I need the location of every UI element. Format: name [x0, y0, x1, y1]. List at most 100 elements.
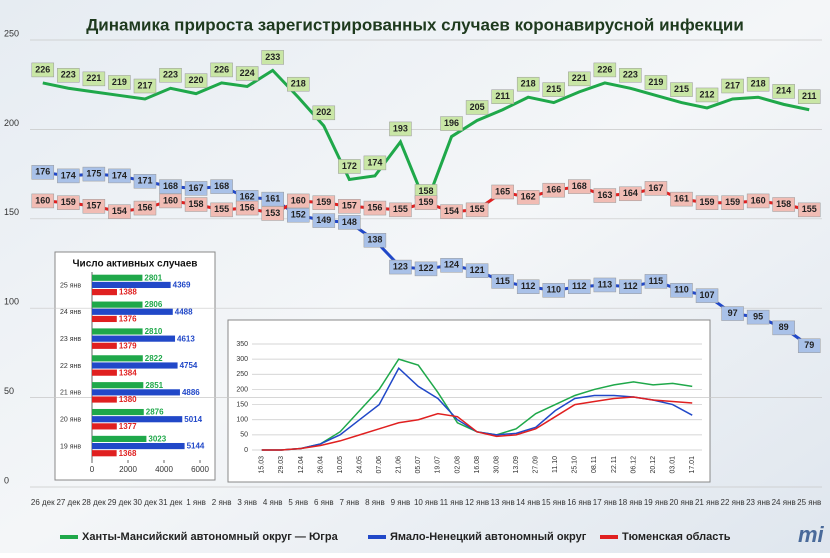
value-label: 226 [597, 64, 612, 74]
value-label-bg [363, 200, 387, 216]
value-label-bg [159, 68, 182, 83]
value-label: 162 [240, 192, 255, 202]
x-tick-label: 9 янв [391, 498, 411, 507]
value-label: 226 [35, 64, 50, 74]
x-tick-label: 29 дек [108, 498, 132, 507]
value-label: 1388 [119, 288, 137, 297]
value-label: 175 [86, 168, 101, 178]
y-tick-label: 150 [236, 401, 248, 408]
value-label: 218 [751, 79, 766, 89]
x-tick-label: 26 дек [31, 498, 55, 507]
value-label: 165 [495, 186, 510, 196]
value-label-bg [619, 279, 642, 294]
value-label-bg [619, 186, 642, 202]
y-tick-label: 24 янв [60, 309, 81, 316]
value-label-bg [312, 195, 336, 210]
value-label-bg [389, 121, 412, 137]
value-label: 154 [112, 206, 127, 216]
x-tick-label: 30.08 [493, 456, 500, 474]
value-label-bg [491, 89, 514, 104]
y-tick-label: 0 [4, 475, 9, 485]
x-tick-label: 03.01 [669, 456, 676, 474]
x-tick-label: 2000 [119, 465, 137, 474]
value-label: 113 [598, 279, 613, 289]
value-label-bg [82, 166, 106, 182]
value-label-bg [261, 50, 284, 65]
value-label-bg [159, 179, 182, 194]
value-label: 1384 [119, 368, 137, 377]
x-tick-label: 29.03 [278, 456, 285, 474]
value-label: 123 [393, 261, 408, 271]
x-tick-label: 06.12 [630, 456, 637, 474]
value-label-bg [133, 174, 157, 189]
bar [92, 308, 173, 315]
x-tick-label: 11 янв [440, 498, 464, 507]
bar [92, 369, 117, 376]
value-label: 2876 [146, 408, 164, 417]
x-tick-label: 12.04 [298, 456, 305, 474]
value-label: 164 [623, 188, 638, 198]
value-label: 211 [802, 91, 817, 101]
value-label: 138 [367, 235, 382, 245]
value-label-bg [389, 202, 412, 218]
value-label-bg [184, 181, 208, 196]
value-label: 1377 [119, 422, 137, 431]
value-label: 174 [112, 170, 127, 180]
value-label-bg [235, 66, 259, 81]
value-label-bg [695, 87, 719, 103]
value-label-bg [491, 274, 514, 289]
x-tick-label: 31 дек [159, 498, 183, 507]
x-tick-label: 27 дек [56, 498, 80, 507]
value-label: 110 [546, 285, 561, 295]
value-label-bg [210, 202, 233, 218]
value-label: 159 [316, 197, 331, 207]
bar [92, 335, 176, 342]
value-label-bg [644, 181, 668, 196]
value-label: 1368 [119, 449, 137, 458]
logo: mi [798, 522, 825, 547]
bar [92, 416, 183, 423]
x-tick-label: 14 янв [516, 498, 540, 507]
value-label-bg [414, 195, 438, 210]
value-label-bg [184, 73, 208, 88]
bar [92, 396, 117, 403]
x-tick-label: 24 янв [772, 498, 796, 507]
value-label-bg [82, 199, 106, 214]
x-tick-label: 08.11 [591, 456, 598, 473]
value-label-bg [593, 62, 617, 78]
x-tick-label: 5 янв [288, 498, 308, 507]
bar [92, 281, 171, 289]
value-label-bg [235, 200, 259, 216]
bar [92, 362, 178, 369]
bar [92, 315, 117, 323]
value-label: 163 [597, 190, 612, 200]
x-tick-label: 3 янв [237, 498, 257, 507]
value-label: 89 [779, 322, 789, 332]
value-label: 168 [572, 181, 587, 191]
value-label-bg [312, 105, 336, 121]
value-label-bg [746, 76, 770, 92]
value-label: 202 [316, 107, 331, 117]
value-label: 110 [674, 285, 689, 295]
y-tick-label: 50 [4, 386, 14, 396]
value-label: 97 [728, 308, 738, 318]
value-label: 79 [804, 340, 814, 350]
x-tick-label: 22.11 [611, 456, 618, 473]
value-label-bg [746, 309, 770, 325]
value-label-bg [542, 182, 565, 198]
bar [92, 355, 143, 362]
value-label: 156 [240, 202, 255, 212]
x-tick-label: 6 янв [314, 498, 334, 507]
x-tick-label: 2 янв [212, 498, 232, 507]
value-label: 223 [623, 70, 638, 80]
value-label: 217 [137, 80, 152, 90]
value-label-bg [542, 283, 565, 298]
y-tick-label: 50 [240, 432, 248, 439]
value-label: 154 [444, 206, 459, 216]
bar [92, 450, 117, 457]
value-label: 223 [163, 70, 178, 80]
value-label: 176 [35, 167, 50, 177]
value-label-bg [797, 89, 821, 104]
value-label: 167 [648, 183, 663, 193]
